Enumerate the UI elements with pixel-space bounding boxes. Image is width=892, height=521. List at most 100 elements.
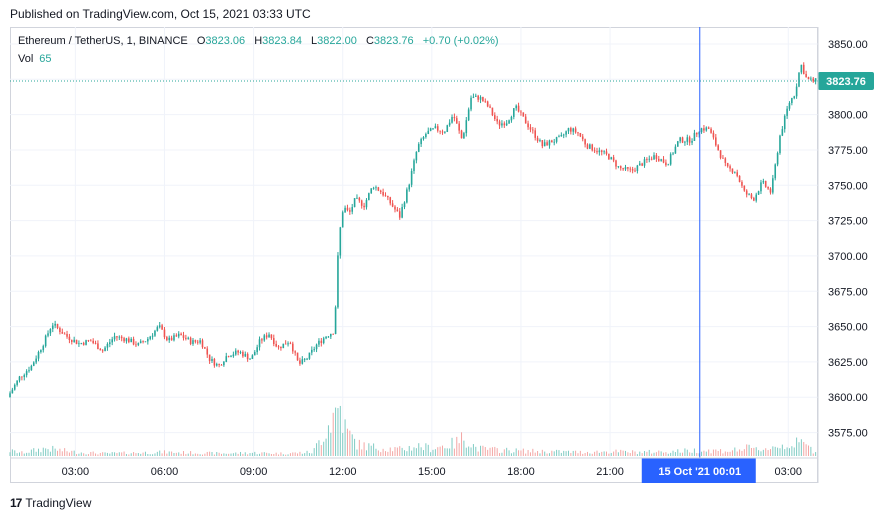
candle-body [562, 134, 565, 136]
candle-body [579, 132, 582, 137]
ohlc-legend: Ethereum / TetherUS, 1, BINANCE O3823.06… [18, 35, 499, 47]
candle-body [779, 135, 781, 154]
candle-body [586, 144, 589, 149]
candle-body [311, 349, 313, 353]
candle-body [593, 150, 596, 152]
y-tick-label: 3725.00 [828, 216, 868, 228]
candle-body [707, 127, 710, 129]
candle-body [282, 343, 285, 349]
candle-body [97, 343, 99, 350]
y-tick-label: 3600.00 [828, 392, 868, 404]
candle-body [280, 346, 282, 349]
candle-body [187, 337, 190, 339]
candle-body [227, 356, 230, 357]
tradingview-logo-icon[interactable]: 17 [10, 496, 22, 510]
candle-body [92, 340, 94, 343]
candle-body [451, 117, 453, 123]
candle-body [743, 185, 746, 191]
candle-body [805, 74, 807, 78]
candle-body [681, 137, 684, 143]
candle-body [268, 334, 270, 338]
candle-body [234, 350, 237, 355]
candle-body [434, 126, 437, 129]
candle-body [458, 123, 460, 131]
candle-body [453, 117, 456, 119]
candle-body [42, 346, 45, 351]
candle-body [596, 151, 598, 153]
candle-body [346, 207, 349, 211]
candle-body [391, 203, 394, 207]
candle-body [448, 122, 451, 126]
candle-body [223, 361, 225, 366]
candle-body [351, 207, 354, 212]
candle-body [686, 137, 689, 142]
candle-body [679, 137, 681, 142]
candle-body [520, 111, 522, 113]
candle-body [330, 333, 332, 337]
candle-body [477, 95, 479, 100]
candle-body [384, 195, 387, 197]
candle-body [498, 121, 501, 126]
candle-body [32, 362, 35, 366]
candle-body [301, 359, 304, 364]
candle-body [522, 112, 525, 117]
candle-body [37, 351, 40, 359]
symbol-label: Ethereum / TetherUS, 1, BINANCE [18, 35, 188, 47]
candle-body [189, 337, 192, 344]
candle-body [619, 166, 622, 169]
candle-body [249, 358, 251, 360]
y-tick-label: 3775.00 [828, 145, 868, 157]
candle-body [59, 328, 61, 332]
candle-body [265, 335, 268, 338]
candle-body [158, 325, 161, 328]
candle-body [387, 195, 389, 198]
candle-body [251, 355, 254, 359]
candle-body [810, 78, 812, 80]
candle-body [548, 140, 551, 146]
candle-body [636, 165, 639, 171]
candle-body [479, 96, 482, 100]
candle-body [624, 167, 627, 170]
candle-body [128, 338, 130, 343]
candle-body [674, 146, 677, 154]
candle-body [608, 153, 610, 160]
candle-body [415, 151, 418, 161]
candle-body [206, 348, 209, 355]
x-tick-label: 03:00 [62, 466, 90, 478]
candle-body [173, 335, 175, 341]
x-tick-label: 06:00 [151, 466, 179, 478]
candle-body [422, 137, 425, 140]
candle-body [82, 343, 85, 345]
candle-body [703, 128, 705, 131]
candle-body [546, 142, 548, 146]
candle-body [256, 347, 258, 353]
candle-body [508, 120, 510, 124]
candle-body [802, 64, 805, 75]
candle-body [755, 194, 758, 201]
candle-body [199, 340, 201, 343]
candle-body [334, 307, 337, 335]
candle-body [47, 333, 49, 336]
candle-body [577, 132, 579, 134]
candle-body [292, 343, 294, 352]
y-tick-label: 3800.00 [828, 110, 868, 122]
candle-body [622, 168, 624, 170]
candle-body [539, 140, 541, 141]
candle-body [377, 187, 380, 191]
candle-body [75, 339, 78, 344]
candle-body [275, 343, 277, 347]
candle-body [44, 335, 47, 347]
candle-body [139, 341, 142, 344]
y-tick-label: 3650.00 [828, 322, 868, 334]
x-tick-label: 12:00 [329, 466, 357, 478]
candle-body [612, 157, 615, 161]
y-tick-label: 3575.00 [828, 428, 868, 440]
candle-body [560, 135, 563, 137]
candle-body [446, 125, 449, 132]
candle-body [363, 205, 365, 208]
candle-body [358, 197, 361, 201]
candle-body [322, 338, 325, 344]
candle-body [18, 376, 21, 381]
candle-body [665, 162, 667, 166]
